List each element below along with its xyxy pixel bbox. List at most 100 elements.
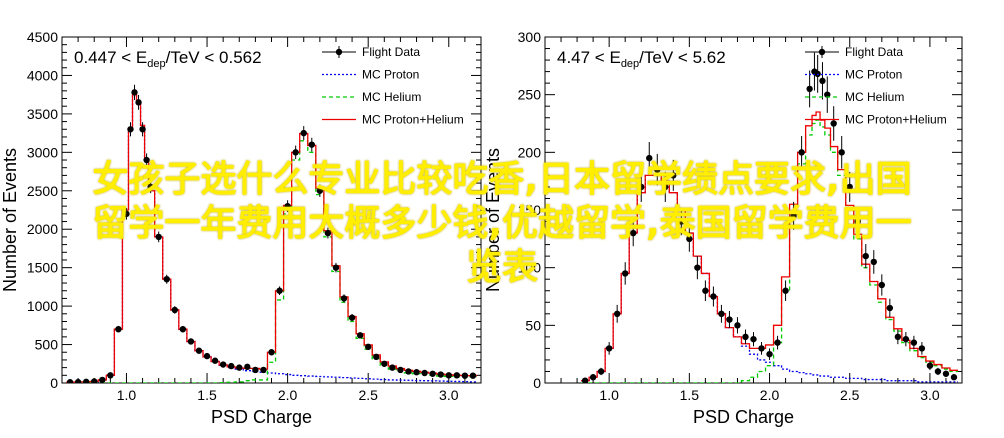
data-point — [389, 364, 396, 371]
data-point — [798, 149, 805, 156]
legend-label: MC Helium — [362, 90, 421, 104]
chart-panel-2: 0 50 100 150 200 250 300 1.0 1.5 2.0 2.5 3.0 PSD Cha… — [483, 29, 963, 427]
data-point — [364, 343, 372, 351]
series-mc-proton — [66, 91, 477, 383]
y-tick-label: 3000 — [27, 144, 58, 160]
data-point — [918, 345, 926, 352]
data-point — [292, 149, 299, 156]
data-point — [397, 366, 404, 374]
data-point — [236, 364, 243, 371]
y-tick-label: 250 — [518, 87, 542, 103]
data-point — [862, 252, 869, 260]
data-point — [581, 377, 589, 383]
data-point — [824, 91, 831, 98]
data-point — [445, 372, 452, 379]
data-point — [726, 316, 733, 323]
data-point — [348, 314, 356, 321]
data-point — [252, 366, 259, 374]
data-point — [300, 129, 307, 137]
legend-label: MC Proton+Helium — [362, 113, 464, 127]
data-point — [147, 183, 154, 191]
data-point — [260, 366, 267, 374]
data-point — [155, 233, 162, 241]
data-point — [123, 210, 130, 218]
y-tick-label: 200 — [518, 144, 542, 160]
y-tick-label: 3500 — [27, 106, 58, 122]
x-axis-label: PSD Charge — [693, 407, 794, 427]
data-point — [878, 281, 886, 289]
data-point — [902, 335, 910, 343]
x-tick-label: 3.0 — [439, 387, 459, 403]
data-point — [171, 306, 179, 314]
title-subscript: dep — [621, 58, 639, 70]
data-point — [934, 368, 942, 375]
y-tick-label: 0 — [50, 375, 58, 391]
data-point — [838, 149, 845, 156]
y-tick-label: 0 — [533, 375, 541, 391]
x-tick-label: 1.0 — [599, 387, 619, 403]
data-point — [886, 304, 894, 312]
legend-label: MC Proton — [362, 68, 419, 82]
data-point — [308, 141, 315, 148]
data-point — [107, 372, 114, 379]
data-point — [654, 166, 661, 173]
data-point — [774, 339, 781, 346]
data-point — [742, 333, 749, 341]
data-point — [195, 347, 203, 354]
data-point — [453, 372, 461, 379]
data-point — [819, 77, 826, 85]
data-point — [324, 229, 332, 237]
series-mc-helium — [66, 140, 477, 383]
data-point — [268, 349, 275, 356]
data-point — [926, 362, 934, 369]
chart-title: 4.47 < Edep/TeV < 5.62 — [557, 48, 726, 70]
y-tick-label: 4500 — [27, 29, 58, 45]
data-point — [219, 361, 227, 368]
data-point — [469, 372, 477, 379]
data-point — [135, 99, 142, 106]
title-subscript: dep — [147, 58, 165, 70]
series-mc-helium — [581, 119, 958, 383]
data-point — [662, 183, 669, 191]
data-point — [910, 339, 918, 346]
data-point — [702, 287, 709, 294]
data-point — [782, 287, 789, 294]
x-tick-label: 2.5 — [358, 387, 378, 403]
data-point — [284, 202, 291, 210]
legend-label: MC Proton — [845, 68, 902, 82]
y-tick-label: 2000 — [27, 221, 58, 237]
data-point — [316, 187, 324, 194]
y-tick-label: 300 — [518, 29, 542, 45]
data-point — [766, 350, 773, 358]
x-tick-label: 2.0 — [760, 387, 780, 403]
legend-label: Flight Data — [845, 45, 903, 59]
data-point — [870, 258, 877, 266]
data-point — [894, 333, 902, 341]
data-point — [710, 293, 717, 300]
y-tick-label: 500 — [35, 337, 59, 353]
data-point — [91, 378, 98, 383]
y-axis-label: Number of Events — [483, 148, 503, 292]
data-point — [597, 368, 605, 375]
data-point — [131, 89, 138, 96]
data-point — [429, 370, 436, 377]
plot-area — [581, 52, 958, 383]
x-tick-label: 2.0 — [278, 387, 298, 403]
data-point — [605, 345, 613, 352]
legend-marker — [335, 48, 343, 56]
y-tick-label: 150 — [518, 202, 542, 218]
data-point — [127, 126, 134, 133]
data-point — [82, 378, 90, 383]
y-axis-label: Number of Events — [0, 148, 20, 292]
data-point — [139, 126, 146, 133]
data-point — [830, 120, 837, 127]
data-point — [950, 374, 958, 381]
data-point — [203, 352, 211, 360]
y-tick-label: 50 — [525, 317, 541, 333]
title-prefix: 4.47 < E — [557, 48, 621, 67]
title-prefix: 0.447 < E — [74, 48, 147, 67]
data-point — [589, 374, 597, 381]
data-point — [694, 264, 701, 271]
data-point — [373, 353, 380, 361]
